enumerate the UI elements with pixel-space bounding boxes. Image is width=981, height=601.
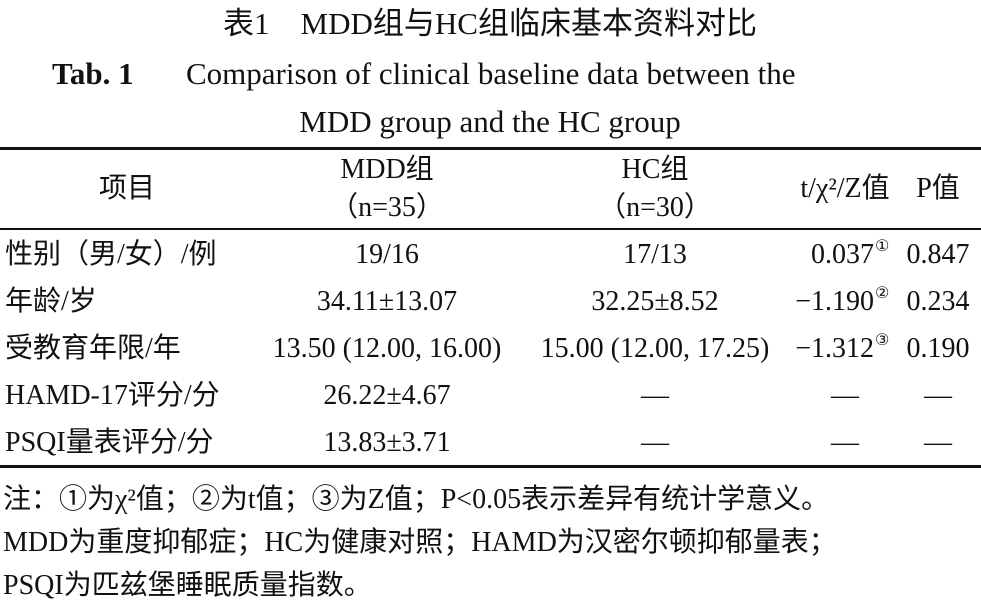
footnote-wrap: ③ [875,332,890,363]
footnote-mark: ③ [875,332,890,349]
cell: −1.312 [795,333,874,364]
footnote-mark: ① [875,238,890,255]
cell: 17/13 [623,239,687,270]
footnote-wrap: ① [875,238,890,269]
cell: — [831,380,859,411]
bottom-rule [0,465,981,468]
cell: 32.25±8.52 [591,286,719,317]
cell: 0.847 [906,239,970,270]
cell: 0.190 [906,333,970,364]
column-header: HC组 [621,154,689,185]
note-line: 注：①为χ²值；②为t值；③为Z值；P<0.05表示差异有统计学意义。 [3,484,830,515]
cell: — [831,427,859,458]
column-header: P值 [916,173,960,204]
cell: 15.00 (12.00, 17.25) [540,333,770,364]
cell: 34.11±13.07 [316,286,458,317]
row-label: PSQI量表评分/分 [5,427,214,458]
cell: 0.037 [811,239,874,270]
cell: 0.234 [906,286,970,317]
row-label: HAMD-17评分/分 [5,380,220,411]
row-label: 受教育年限/年 [5,333,181,364]
cell: −1.190 [795,286,874,317]
column-header: MDD组 [340,154,434,185]
footnote-mark: ② [875,285,890,302]
title-en-label: Tab. 1 [52,56,134,91]
title-cn: 表1 MDD组与HC组临床基本资料对比 [223,6,757,41]
cell: — [641,427,669,458]
column-header: （n=35） [330,192,444,223]
footnote-wrap: ② [875,285,890,316]
column-header: 项目 [98,173,156,204]
top-rule [0,147,981,150]
title-en: Comparison of clinical baseline data bet… [186,56,796,91]
cell: — [641,380,669,411]
cell: 26.22±4.67 [323,380,451,411]
title-en: MDD group and the HC group [299,104,681,139]
note-line: PSQI为匹兹堡睡眠质量指数。 [3,570,372,601]
column-header: t/χ²/Z值 [800,173,890,204]
cell: — [924,380,952,411]
row-label: 性别（男/女）/例 [5,239,217,270]
column-header: （n=30） [598,192,712,223]
row-label: 年龄/岁 [5,286,97,317]
cell: 13.83±3.71 [323,427,451,458]
cell: 13.50 (12.00, 16.00) [272,333,502,364]
cell: 19/16 [355,239,419,270]
note-line: MDD为重度抑郁症；HC为健康对照；HAMD为汉密尔顿抑郁量表； [3,527,837,558]
cell: — [924,427,952,458]
header-rule [0,228,981,230]
